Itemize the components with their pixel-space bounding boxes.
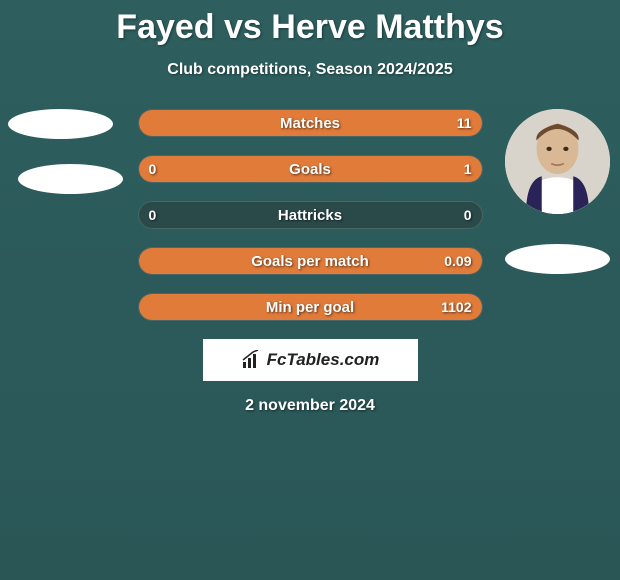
stat-row: Hattricks0 0 (138, 201, 483, 229)
stat-row: Goals per match0.09 (138, 247, 483, 275)
stat-value-right: 1 (464, 156, 472, 182)
player-left-placeholder-2 (18, 164, 123, 194)
logo-text: FcTables.com (267, 350, 380, 370)
date-label: 2 november 2024 (0, 397, 620, 415)
person-icon (505, 109, 610, 214)
page-subtitle: Club competitions, Season 2024/2025 (0, 61, 620, 79)
stat-value-right: 0.09 (444, 248, 471, 274)
stat-label: Min per goal (139, 294, 482, 320)
player-right-placeholder (505, 244, 610, 274)
stat-row: Goals0 1 (138, 155, 483, 183)
stats-area: Matches11Goals01Hattricks00Goals per mat… (0, 109, 620, 321)
fctables-logo[interactable]: FcTables.com (203, 339, 418, 381)
player-left-placeholder-1 (8, 109, 113, 139)
player-right-avatar (505, 109, 610, 214)
stat-value-left: 0 (149, 202, 157, 228)
bar-chart-icon (241, 350, 263, 370)
page-title: Fayed vs Herve Matthys (0, 0, 620, 47)
stat-bars: Matches11Goals01Hattricks00Goals per mat… (138, 109, 483, 321)
stat-value-right: 0 (464, 202, 472, 228)
stat-value-right: 11 (457, 110, 472, 136)
stat-row: Min per goal1102 (138, 293, 483, 321)
stat-label: Goals (139, 156, 482, 182)
stat-value-right: 1102 (441, 294, 471, 320)
stat-label: Matches (139, 110, 482, 136)
stat-label: Hattricks (139, 202, 482, 228)
stat-value-left: 0 (149, 156, 157, 182)
stat-row: Matches11 (138, 109, 483, 137)
stat-label: Goals per match (139, 248, 482, 274)
